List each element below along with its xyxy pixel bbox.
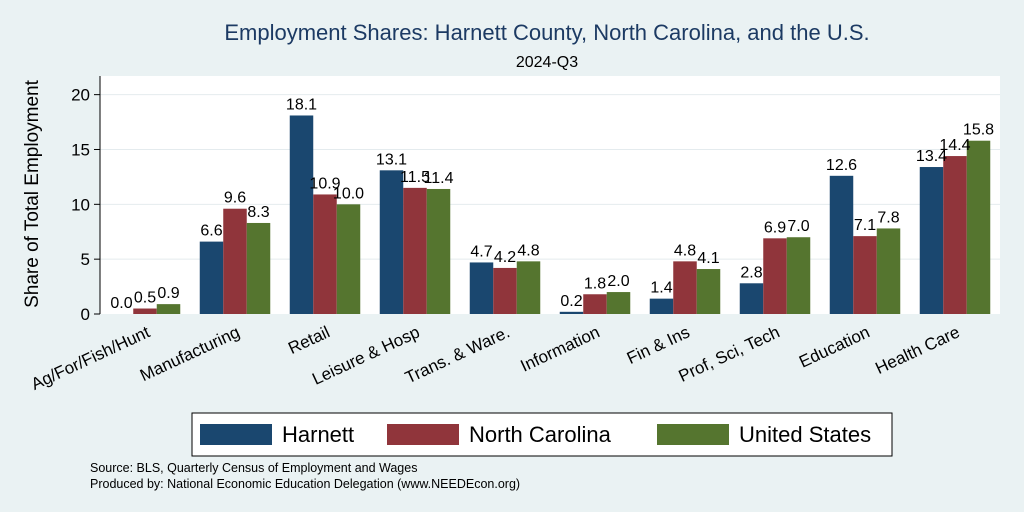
data-label: 4.8: [517, 242, 539, 259]
data-label: 9.6: [224, 190, 246, 207]
y-tick-label: 5: [81, 250, 90, 269]
data-label: 7.0: [787, 218, 809, 235]
bar: [313, 194, 337, 314]
x-category-label: Education: [796, 322, 873, 371]
bar: [426, 188, 451, 314]
data-label: 11.5: [400, 169, 430, 186]
data-label: 7.1: [854, 217, 876, 234]
bar: [156, 304, 181, 314]
y-tick-label: 0: [81, 305, 90, 324]
bar: [696, 269, 721, 314]
data-label: 2.8: [740, 264, 762, 281]
legend-label: North Carolina: [469, 422, 612, 447]
bar: [133, 308, 157, 314]
data-labels: 0.0 0.5 0.9 6.69.68.3 18.1 10.910.0 13.111.511…: [110, 96, 994, 312]
bars: [133, 115, 991, 314]
legend-swatch: [387, 424, 459, 445]
bar: [336, 204, 361, 314]
bar: [739, 283, 764, 314]
legend-label: United States: [739, 422, 871, 447]
legend: [191, 412, 893, 457]
y-ticks: 0 5 10 15 20: [71, 86, 100, 324]
chart-subtitle: 2024-Q3: [516, 54, 578, 71]
data-label: 0.9: [157, 285, 179, 302]
bar: [583, 294, 607, 314]
bar: [966, 140, 991, 314]
data-label: 1.8: [584, 275, 606, 292]
data-label: 14.4: [939, 137, 970, 154]
data-label: 6.9: [764, 219, 786, 236]
data-label: 4.7: [470, 243, 492, 260]
data-label: 15.8: [963, 122, 994, 139]
legend-label: Harnett: [282, 422, 354, 447]
y-axis-label: Share of Total Employment: [22, 79, 43, 307]
x-category-label: Ag/For/Fish/Hunt: [28, 322, 153, 394]
bar: [763, 238, 787, 314]
legend-swatch: [657, 424, 729, 445]
legend-swatch: [200, 424, 272, 445]
produced-by-note: Produced by: National Economic Education…: [90, 477, 520, 491]
bar: [379, 170, 404, 314]
chart-title: Employment Shares: Harnett County, North…: [224, 20, 869, 45]
y-tick-label: 20: [71, 86, 90, 105]
data-label: 4.8: [674, 242, 696, 259]
data-label: 12.6: [826, 157, 857, 174]
data-label: 1.4: [650, 280, 672, 297]
bar: [289, 115, 314, 314]
bar: [403, 187, 427, 314]
data-label: 0.0: [110, 295, 132, 312]
bar: [559, 311, 584, 314]
source-note: Source: BLS, Quarterly Census of Employm…: [90, 461, 417, 475]
bar: [786, 237, 811, 314]
bar: [673, 261, 697, 314]
y-tick-label: 15: [71, 140, 90, 159]
bar: [853, 236, 877, 314]
data-label: 11.4: [424, 170, 454, 187]
data-label: 0.5: [134, 290, 156, 307]
data-label: 4.2: [494, 249, 516, 266]
bar: [943, 156, 967, 314]
data-label: 0.2: [560, 293, 582, 310]
y-tick-label: 10: [71, 195, 90, 214]
data-label: 4.1: [697, 250, 719, 267]
bar: [493, 267, 517, 314]
data-label: 13.1: [376, 151, 407, 168]
bar: [649, 298, 674, 314]
data-label: 2.0: [607, 273, 629, 290]
x-category-label: Information: [518, 322, 603, 375]
bar: [199, 241, 224, 314]
data-label: 8.3: [247, 204, 269, 221]
x-category-label: Retail: [285, 322, 332, 358]
data-label: 6.6: [200, 223, 222, 240]
data-label: 10.9: [309, 175, 340, 192]
bar: [246, 222, 271, 314]
data-label: 10.0: [333, 185, 364, 202]
data-label: 7.8: [877, 209, 899, 226]
x-category-label: Prof, Sci, Tech: [676, 322, 783, 385]
bar: [469, 262, 494, 314]
legend-items: Harnett North Carolina United States: [200, 422, 871, 447]
bar: [606, 292, 631, 314]
x-category-label: Health Care: [872, 322, 962, 378]
data-label: 18.1: [286, 96, 317, 113]
bar: [919, 167, 944, 314]
x-category-label: Manufacturing: [137, 322, 243, 385]
bar: [223, 208, 247, 314]
bar: [516, 261, 541, 314]
data-label: 13.4: [916, 148, 947, 165]
bar: [876, 228, 901, 314]
x-category-label: Fin & Ins: [624, 322, 693, 368]
bar: [829, 175, 854, 314]
